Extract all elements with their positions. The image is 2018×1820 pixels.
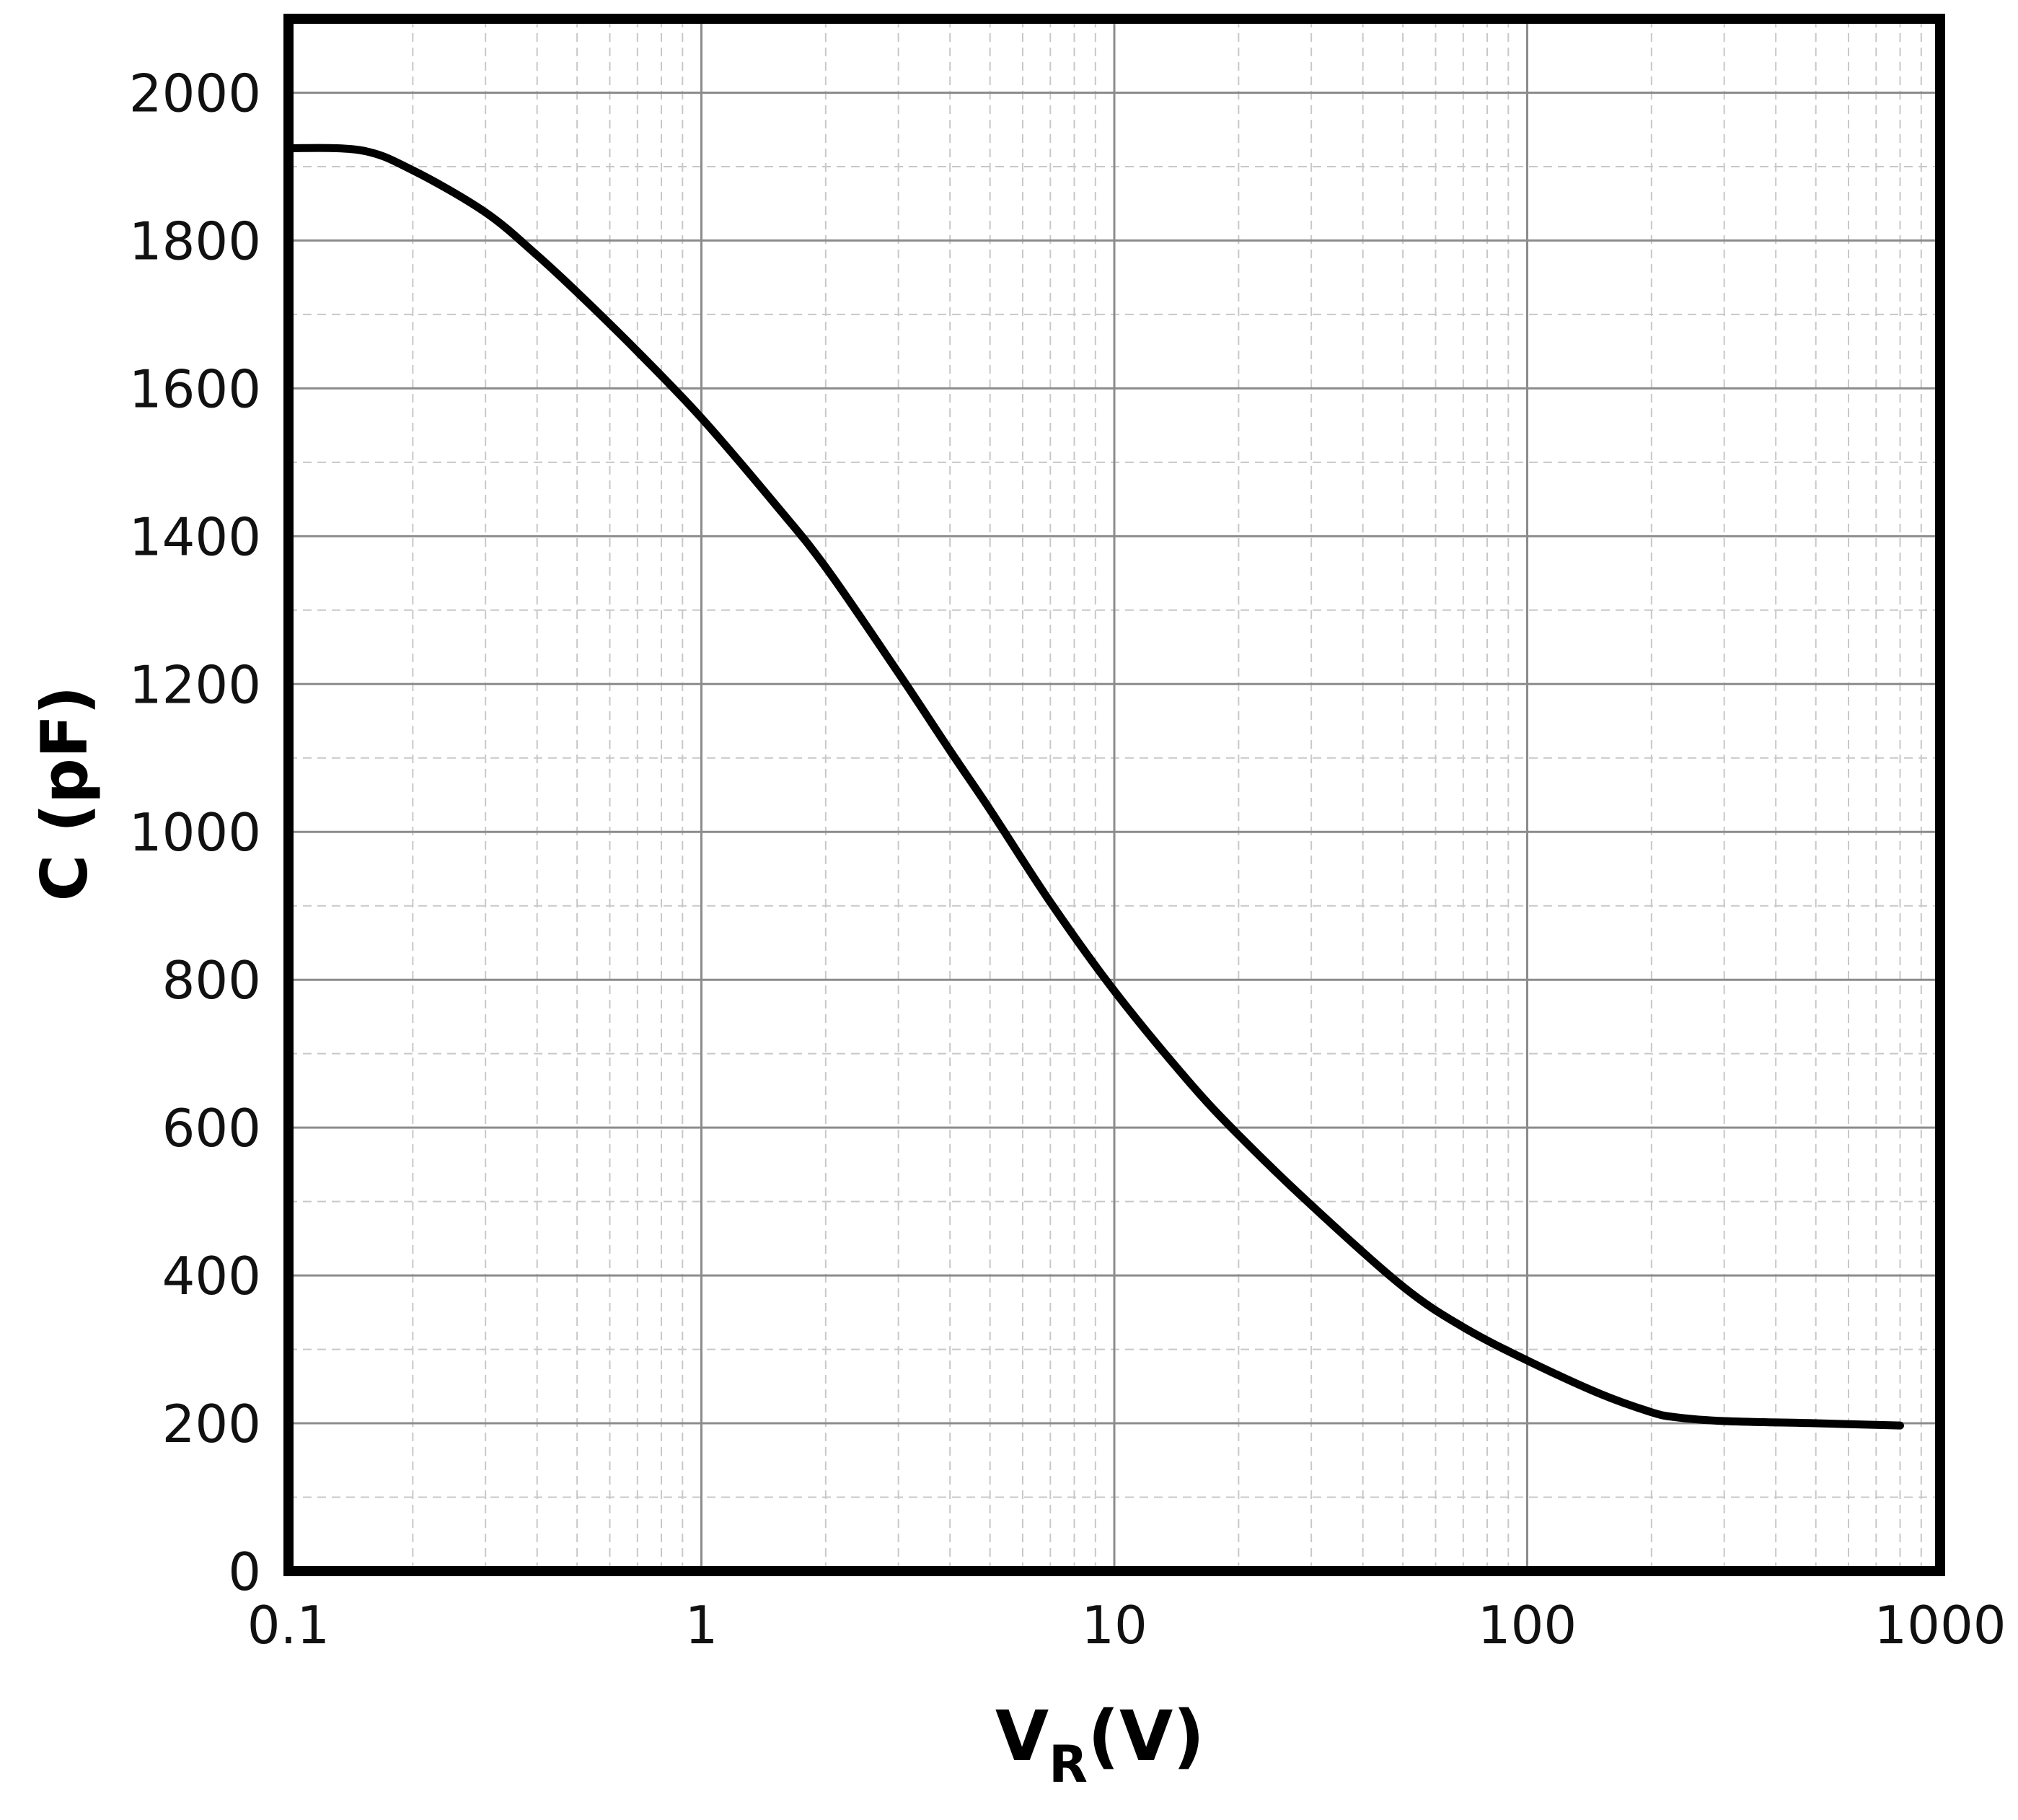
y-tick-label: 1600 (129, 359, 261, 419)
x-axis-title-main: V (995, 1696, 1049, 1777)
y-tick-label: 200 (162, 1394, 261, 1454)
series-layer (284, 144, 1904, 1430)
x-tick-label: 1000 (1874, 1595, 2006, 1656)
x-tick-labels: 0.1 1 10 100 1000 (247, 1595, 2006, 1656)
y-tick-label: 1400 (129, 506, 261, 567)
y-tick-label: 1200 (129, 654, 261, 715)
y-tick-label: 800 (162, 950, 261, 1011)
y-tick-label: 1800 (129, 211, 261, 271)
series-line (284, 144, 1904, 1430)
y-tick-label: 0 (228, 1542, 261, 1602)
y-tick-label: 1000 (129, 802, 261, 863)
y-tick-label: 600 (162, 1098, 261, 1159)
x-tick-label: 0.1 (247, 1595, 330, 1656)
y-tick-labels: 0 200 400 600 800 1000 1200 1400 1600 1800 2000 (129, 63, 261, 1602)
y-axis-title: C (pF) (27, 686, 102, 902)
x-tick-label: 10 (1081, 1595, 1147, 1656)
y-tick-label: 2000 (129, 63, 261, 123)
x-tick-label: 100 (1478, 1595, 1577, 1656)
x-axis-title: VR(V) (995, 1696, 1204, 1794)
y-tick-label: 400 (162, 1246, 261, 1306)
x-tick-label: 1 (685, 1595, 718, 1656)
x-axis-title-subscript: R (1049, 1735, 1088, 1794)
x-axis-title-unit: (V) (1088, 1696, 1204, 1777)
plot-frame (283, 14, 1945, 1576)
